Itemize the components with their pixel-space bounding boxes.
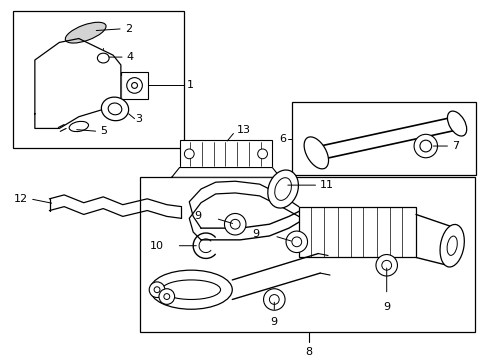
Text: 2: 2 xyxy=(124,24,132,34)
Text: 3: 3 xyxy=(135,114,142,124)
Circle shape xyxy=(184,149,194,159)
Circle shape xyxy=(257,149,267,159)
Bar xyxy=(121,72,148,99)
Text: 9: 9 xyxy=(252,229,259,239)
Text: 10: 10 xyxy=(149,241,163,251)
Circle shape xyxy=(263,289,285,310)
Circle shape xyxy=(375,255,397,276)
Text: 9: 9 xyxy=(383,302,389,312)
Ellipse shape xyxy=(267,170,298,208)
Ellipse shape xyxy=(101,97,128,121)
Text: 8: 8 xyxy=(305,347,311,357)
Bar xyxy=(179,140,272,167)
Text: 1: 1 xyxy=(187,80,194,90)
Circle shape xyxy=(159,289,174,304)
Polygon shape xyxy=(35,39,121,129)
Ellipse shape xyxy=(162,280,220,300)
Bar xyxy=(291,102,475,175)
Text: 12: 12 xyxy=(13,194,27,204)
Circle shape xyxy=(419,140,431,152)
Circle shape xyxy=(285,231,307,253)
Circle shape xyxy=(269,294,279,304)
Bar xyxy=(298,207,415,257)
Polygon shape xyxy=(171,167,280,177)
Bar xyxy=(140,177,474,332)
Text: 7: 7 xyxy=(451,141,458,151)
Ellipse shape xyxy=(304,137,328,169)
Circle shape xyxy=(224,213,245,235)
Circle shape xyxy=(149,282,164,297)
Text: 5: 5 xyxy=(100,126,107,136)
Text: 11: 11 xyxy=(320,180,334,190)
Text: 9: 9 xyxy=(193,211,201,221)
Ellipse shape xyxy=(150,270,232,309)
Text: 4: 4 xyxy=(126,52,134,62)
Circle shape xyxy=(154,287,160,293)
Text: 9: 9 xyxy=(270,317,277,327)
Ellipse shape xyxy=(65,22,106,43)
Ellipse shape xyxy=(97,53,109,63)
Circle shape xyxy=(381,260,391,270)
Text: 13: 13 xyxy=(237,125,251,135)
Circle shape xyxy=(163,294,169,300)
Ellipse shape xyxy=(108,103,122,115)
Text: 6: 6 xyxy=(279,134,285,144)
Circle shape xyxy=(291,237,301,247)
Bar xyxy=(13,11,184,148)
Circle shape xyxy=(131,82,137,88)
Ellipse shape xyxy=(447,111,466,136)
Ellipse shape xyxy=(446,236,456,255)
Circle shape xyxy=(126,78,142,93)
Ellipse shape xyxy=(274,178,291,201)
Ellipse shape xyxy=(69,121,88,132)
Circle shape xyxy=(230,219,240,229)
Ellipse shape xyxy=(439,224,464,267)
Circle shape xyxy=(413,134,437,158)
